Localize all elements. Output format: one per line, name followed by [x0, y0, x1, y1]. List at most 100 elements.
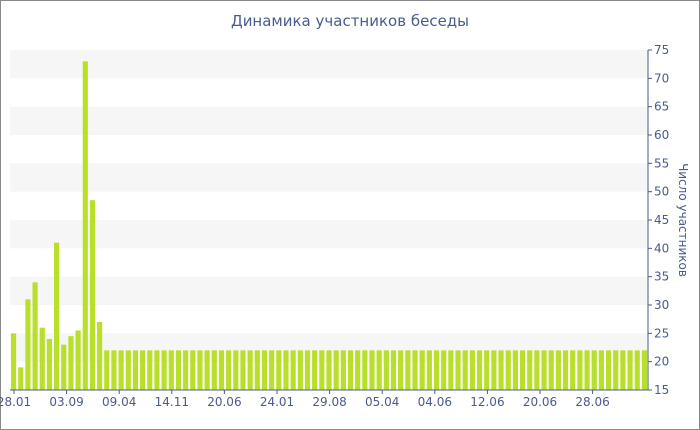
bar: [462, 350, 468, 390]
x-axis-ticks: 28.01 03.09 09.04 14.11 20.06 24.01 29.08 05.04…: [0, 389, 648, 409]
grid-band: [10, 220, 648, 249]
bar: [634, 350, 640, 390]
bar: [319, 350, 325, 390]
bar: [226, 350, 232, 390]
bar: [398, 350, 404, 390]
bar: [333, 350, 339, 390]
bar: [383, 350, 389, 390]
bar: [627, 350, 633, 390]
bar: [97, 322, 103, 390]
bar: [448, 350, 454, 390]
x-tick-label: 29.08: [312, 395, 346, 409]
bar: [190, 350, 196, 390]
bar: [32, 282, 38, 390]
bar: [390, 350, 397, 390]
bar: [620, 350, 626, 390]
bar: [505, 350, 511, 390]
y-tick-label: 45: [654, 213, 669, 227]
bar: [211, 350, 217, 390]
chart-title: Динамика участников беседы: [230, 12, 470, 30]
bar: [570, 350, 576, 390]
x-tick-label: 05.04: [365, 395, 399, 409]
bar: [376, 350, 382, 390]
y-tick-label: 70: [654, 71, 669, 85]
bar: [261, 350, 268, 390]
bar: [577, 350, 583, 390]
bar: [476, 350, 483, 390]
bar: [297, 350, 303, 390]
grid-band: [10, 163, 648, 192]
bar: [25, 299, 31, 390]
bar: [140, 350, 146, 390]
bar: [132, 350, 139, 390]
bar: [168, 350, 174, 390]
x-tick-label: 03.09: [49, 395, 83, 409]
bar: [326, 350, 332, 390]
y-tick-label: 35: [654, 270, 669, 284]
bar: [39, 327, 45, 390]
bar: [498, 350, 504, 390]
bar: [111, 350, 117, 390]
bar: [426, 350, 432, 390]
bar: [519, 350, 526, 390]
x-tick-label: 14.11: [155, 395, 189, 409]
bar: [534, 350, 540, 390]
x-tick-label: 28.01: [0, 395, 31, 409]
bar: [61, 344, 67, 390]
bar: [641, 350, 647, 390]
bar: [591, 350, 597, 390]
bar: [455, 350, 461, 390]
bar: [82, 61, 88, 390]
bar: [276, 350, 282, 390]
x-tick-label: 24.01: [260, 395, 294, 409]
bar: [340, 350, 346, 390]
grid-band: [10, 276, 648, 305]
y-tick-label: 55: [654, 156, 669, 170]
bar: [304, 350, 311, 390]
y-tick-label: 75: [654, 43, 669, 57]
bar: [548, 350, 554, 390]
bar: [104, 350, 110, 390]
bar: [347, 350, 354, 390]
x-tick-label: 28.06: [575, 395, 609, 409]
bar: [197, 350, 203, 390]
bar: [46, 339, 53, 390]
bar: [118, 350, 124, 390]
bar: [68, 336, 74, 390]
bar: [125, 350, 131, 390]
y-tick-label: 40: [654, 241, 669, 255]
bar: [254, 350, 260, 390]
bar: [469, 350, 475, 390]
x-tick-label: 20.06: [207, 395, 241, 409]
bar: [147, 350, 153, 390]
y-tick-label: 25: [654, 326, 669, 340]
x-tick-label: 09.04: [102, 395, 136, 409]
bar: [405, 350, 411, 390]
bar: [154, 350, 160, 390]
grid-band: [10, 106, 648, 135]
bar: [555, 350, 561, 390]
y-axis-ticks: 15 20 25 30 35 40 45 50 55 60 65 70 75: [647, 43, 669, 397]
bar: [233, 350, 239, 390]
y-tick-label: 50: [654, 185, 669, 199]
y-tick-label: 15: [654, 383, 669, 397]
bar: [269, 350, 275, 390]
bar: [512, 350, 518, 390]
bar: [312, 350, 318, 390]
bar: [54, 242, 60, 390]
bar: [605, 350, 612, 390]
x-tick-label: 04.06: [418, 395, 452, 409]
bar: [89, 200, 96, 390]
y-tick-label: 30: [654, 298, 669, 312]
y-tick-label: 20: [654, 355, 669, 369]
bar: [11, 333, 17, 390]
bar: [441, 350, 447, 390]
bar: [204, 350, 210, 390]
bar: [562, 350, 569, 390]
bar: [183, 350, 189, 390]
grid-band: [10, 50, 648, 79]
bar: [283, 350, 289, 390]
bar: [433, 350, 440, 390]
bar: [527, 350, 533, 390]
